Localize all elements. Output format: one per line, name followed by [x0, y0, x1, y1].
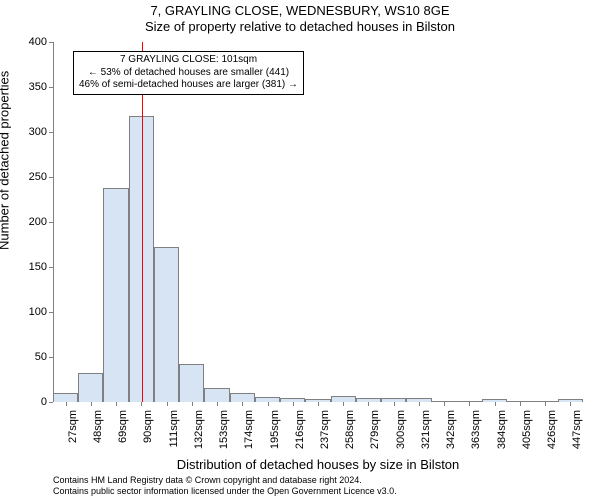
- bar: [78, 373, 103, 402]
- plot-area: 05010015020025030035040027sqm48sqm69sqm9…: [53, 42, 583, 402]
- xtick-mark: [141, 402, 142, 406]
- annotation-line2: ← 53% of detached houses are smaller (44…: [79, 67, 298, 80]
- xtick-mark: [116, 402, 117, 406]
- xtick-label: 321sqm: [416, 410, 432, 449]
- xtick-label: 300sqm: [391, 410, 407, 449]
- xtick-label: 69sqm: [113, 410, 129, 443]
- ytick-label: 0: [41, 396, 53, 408]
- annotation-line3: 46% of semi-detached houses are larger (…: [79, 79, 298, 92]
- annotation-box: 7 GRAYLING CLOSE: 101sqm← 53% of detache…: [73, 51, 304, 95]
- xtick-mark: [66, 402, 67, 406]
- xtick-label: 27sqm: [63, 410, 79, 443]
- xtick-mark: [217, 402, 218, 406]
- xtick-label: 195sqm: [265, 410, 281, 449]
- xtick-mark: [318, 402, 319, 406]
- xtick-label: 405sqm: [517, 410, 533, 449]
- xtick-label: 90sqm: [138, 410, 154, 443]
- xtick-mark: [495, 402, 496, 406]
- xtick-mark: [394, 402, 395, 406]
- annotation-line1: 7 GRAYLING CLOSE: 101sqm: [79, 54, 298, 67]
- xtick-mark: [343, 402, 344, 406]
- xtick-label: 174sqm: [239, 410, 255, 449]
- xtick-label: 237sqm: [315, 410, 331, 449]
- y-axis-label-text: Number of detached properties: [0, 71, 12, 250]
- ytick-label: 250: [29, 171, 53, 183]
- chart-container: 7, GRAYLING CLOSE, WEDNESBURY, WS10 8GE …: [0, 0, 600, 500]
- bar: [179, 364, 204, 402]
- xtick-mark: [469, 402, 470, 406]
- y-axis: [53, 42, 54, 402]
- ytick-label: 100: [29, 306, 53, 318]
- ytick-label: 50: [35, 351, 53, 363]
- x-axis-label: Distribution of detached houses by size …: [53, 457, 583, 472]
- caption-line1: Contains HM Land Registry data © Crown c…: [53, 475, 583, 485]
- xtick-label: 447sqm: [567, 410, 583, 449]
- bar: [103, 188, 128, 402]
- xtick-label: 279sqm: [365, 410, 381, 449]
- xtick-label: 258sqm: [340, 410, 356, 449]
- chart-title: 7, GRAYLING CLOSE, WEDNESBURY, WS10 8GE: [0, 0, 600, 19]
- chart-subtitle: Size of property relative to detached ho…: [0, 19, 600, 35]
- xtick-mark: [192, 402, 193, 406]
- xtick-label: 132sqm: [189, 410, 205, 449]
- xtick-mark: [545, 402, 546, 406]
- caption-line2: Contains public sector information licen…: [53, 486, 583, 496]
- xtick-label: 342sqm: [441, 410, 457, 449]
- bar: [204, 388, 229, 402]
- ytick-label: 300: [29, 126, 53, 138]
- ytick-label: 350: [29, 81, 53, 93]
- xtick-label: 111sqm: [164, 410, 180, 448]
- xtick-label: 48sqm: [88, 410, 104, 443]
- xtick-mark: [444, 402, 445, 406]
- ytick-label: 200: [29, 216, 53, 228]
- plot-inner: 05010015020025030035040027sqm48sqm69sqm9…: [53, 42, 583, 402]
- xtick-mark: [368, 402, 369, 406]
- xtick-label: 153sqm: [214, 410, 230, 449]
- y-axis-label: Number of detached properties: [0, 71, 12, 250]
- xtick-mark: [520, 402, 521, 406]
- bar: [230, 393, 255, 402]
- marker-line: [142, 42, 143, 402]
- xtick-mark: [242, 402, 243, 406]
- xtick-mark: [167, 402, 168, 406]
- xtick-mark: [419, 402, 420, 406]
- xtick-mark: [293, 402, 294, 406]
- bar: [154, 247, 179, 402]
- caption: Contains HM Land Registry data © Crown c…: [53, 475, 583, 496]
- xtick-mark: [91, 402, 92, 406]
- xtick-label: 216sqm: [290, 410, 306, 449]
- xtick-label: 363sqm: [466, 410, 482, 449]
- ytick-label: 150: [29, 261, 53, 273]
- xtick-mark: [268, 402, 269, 406]
- xtick-mark: [570, 402, 571, 406]
- ytick-label: 400: [29, 36, 53, 48]
- xtick-label: 426sqm: [542, 410, 558, 449]
- bar: [53, 393, 78, 402]
- xtick-label: 384sqm: [492, 410, 508, 449]
